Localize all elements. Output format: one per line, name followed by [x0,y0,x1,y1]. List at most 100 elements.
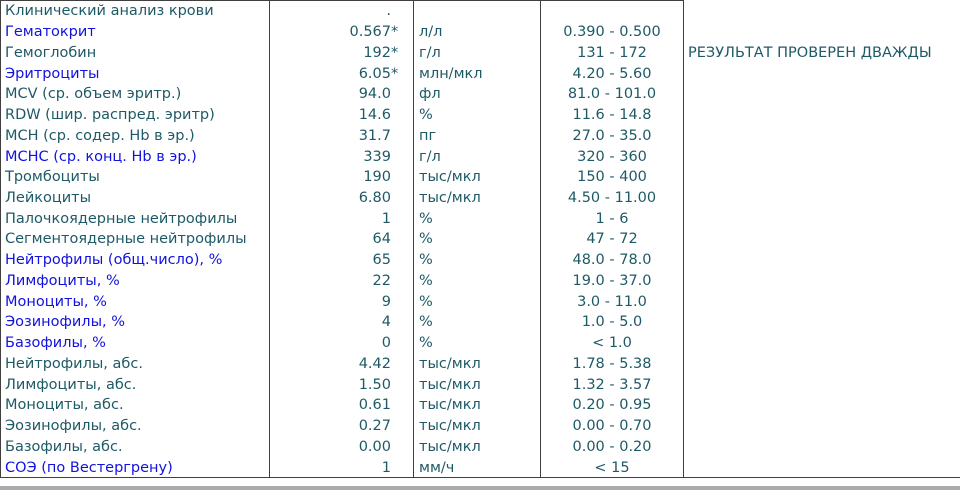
table-row[interactable]: Нейтрофилы, абс. 4.42 тыс/мкл 1.78 - 5.3… [1,353,683,375]
table-row[interactable]: Моноциты, % 9 % 3.0 - 11.0 [1,291,683,313]
test-name-label: Моноциты, абс. [5,397,124,414]
test-unit-cell: % [413,270,541,292]
test-name-cell: Эозинофилы, % [1,312,270,333]
test-unit-cell: % [413,104,541,126]
test-unit-cell: % [413,208,541,230]
out-of-range-flag: * [391,24,399,41]
test-unit-cell: тыс/мкл [413,187,541,209]
test-value-cell: 0.567 * [270,22,413,43]
test-name-cell: Нейтрофилы, абс. [1,353,270,375]
table-row[interactable]: Базофилы, абс. 0.00 тыс/мкл 0.00 - 0.20 [1,436,683,458]
comment-column: РЕЗУЛЬТАТ ПРОВЕРЕН ДВАЖДЫ [684,0,960,478]
table-row[interactable]: Гемоглобин 192 * г/л 131 - 172 [1,42,683,64]
test-name-cell: Моноциты, % [1,291,270,313]
results-grid: Клинический анализ крови . Гематокрит 0.… [0,0,684,478]
test-unit-cell: % [413,249,541,271]
table-row[interactable]: Палочкоядерные нейтрофилы 1 % 1 - 6 [1,208,683,230]
test-name-cell: Сегментоядерные нейтрофилы [1,229,270,250]
test-name-cell: Клинический анализ крови [1,1,270,22]
test-name-label: Базофилы, абс. [5,438,123,455]
test-value: 9 [381,293,391,310]
table-row[interactable]: Клинический анализ крови . [1,1,683,22]
reference-range-cell: 1.0 - 5.0 [581,314,643,331]
test-unit-cell: тыс/мкл [413,353,541,375]
reference-range-cell: 47 - 72 [586,231,638,248]
table-row[interactable]: MCH (ср. содер. Hb в эр.) 31.7 пг 27.0 -… [1,125,683,147]
test-unit-cell: тыс/мкл [413,166,541,188]
test-value-cell: 0.00 [270,436,413,457]
test-name-cell: Базофилы, абс. [1,436,270,458]
table-row[interactable]: Гематокрит 0.567 * л/л 0.390 - 0.500 [1,21,683,43]
test-value-cell: 65 [270,250,413,271]
table-row[interactable]: Лейкоциты 6.80 тыс/мкл 4.50 - 11.00 [1,187,683,209]
test-name-cell: Гемоглобин [1,42,270,64]
test-value: 1.50 [358,376,391,393]
test-value-cell: 14.6 [270,105,413,126]
test-name-label: Гематокрит [5,24,96,41]
test-value: 6.05 [358,65,391,82]
table-row[interactable]: СОЭ (по Вестергрену) 1 мм/ч < 15 [1,457,683,478]
reference-range-cell [541,1,683,22]
test-value: . [386,3,391,20]
test-unit-cell [413,1,541,22]
test-unit-cell: г/л [413,42,541,64]
reference-range-cell: 0.00 - 0.70 [572,418,652,435]
test-name-label: Базофилы, % [5,335,106,352]
table-row[interactable]: Лимфоциты, % 22 % 19.0 - 37.0 [1,270,683,292]
table-row[interactable]: Базофилы, % 0 % < 1.0 [1,332,683,354]
reference-range-cell: 0.00 - 0.20 [572,438,652,455]
reference-range-cell: 4.50 - 11.00 [567,189,657,206]
table-row[interactable]: Нейтрофилы (общ.число), % 65 % 48.0 - 78… [1,249,683,271]
test-value-cell: 1 [270,457,413,478]
test-name-cell: MCHC (ср. конц. Hb в эр.) [1,146,270,167]
test-unit-cell: г/л [413,146,541,167]
test-unit-cell: % [413,291,541,313]
test-value: 0.27 [358,418,391,435]
test-name-label: СОЭ (по Вестергрену) [5,459,173,476]
test-name-cell: Тромбоциты [1,166,270,188]
test-value-cell: 192 * [270,42,413,63]
reference-range-cell: 27.0 - 35.0 [572,127,652,144]
test-name-cell: Базофилы, % [1,332,270,354]
test-unit-cell: % [413,312,541,333]
table-row[interactable]: Эозинофилы, % 4 % 1.0 - 5.0 [1,312,683,333]
test-unit-cell: л/л [413,21,541,43]
table-row[interactable]: MCHC (ср. конц. Hb в эр.) 339 г/л 320 - … [1,146,683,167]
test-unit-cell: тыс/мкл [413,436,541,458]
test-name-cell: MCV (ср. объем эритр.) [1,83,270,105]
test-name-cell: MCH (ср. содер. Hb в эр.) [1,125,270,147]
test-unit-cell: % [413,229,541,250]
reference-range-cell: 150 - 400 [577,169,647,186]
test-name-label: Клинический анализ крови [5,3,214,20]
table-row[interactable]: Тромбоциты 190 тыс/мкл 150 - 400 [1,166,683,188]
test-name-cell: Лимфоциты, абс. [1,374,270,395]
reference-range-cell: 1.32 - 3.57 [572,376,652,393]
table-row[interactable]: RDW (шир. распред. эритр) 14.6 % 11.6 - … [1,104,683,126]
test-name-label: Лейкоциты [5,189,92,206]
reference-range-cell: 3.0 - 11.0 [577,293,647,310]
test-value-cell: 1.50 [270,374,413,395]
test-value: 192 [363,44,391,61]
test-name-label: Лимфоциты, % [5,272,120,289]
test-name-label: Сегментоядерные нейтрофилы [5,231,247,248]
test-name-cell: Нейтрофилы (общ.число), % [1,249,270,271]
test-name-cell: Лейкоциты [1,187,270,209]
test-value: 1 [381,459,391,476]
table-row[interactable]: Лимфоциты, абс. 1.50 тыс/мкл 1.32 - 3.57 [1,374,683,395]
table-row[interactable]: Эозинофилы, абс. 0.27 тыс/мкл 0.00 - 0.7… [1,415,683,437]
reference-range-cell: < 15 [594,459,630,476]
reference-range-cell: 48.0 - 78.0 [572,252,652,269]
table-row[interactable]: Эритроциты 6.05 * млн/мкл 4.20 - 5.60 [1,63,683,84]
test-value: 190 [363,169,391,186]
table-row[interactable]: MCV (ср. объем эритр.) 94.0 фл 81.0 - 10… [1,83,683,105]
table-row[interactable]: Моноциты, абс. 0.61 тыс/мкл 0.20 - 0.95 [1,394,683,416]
bottom-edge-strip [0,486,960,490]
reference-range-cell: 19.0 - 37.0 [572,272,652,289]
reference-range-cell: 320 - 360 [577,148,647,165]
test-value-cell: 31.7 [270,125,413,146]
test-name-cell: СОЭ (по Вестергрену) [1,457,270,478]
test-value-cell: 190 [270,167,413,188]
test-name-cell: Гематокрит [1,21,270,43]
table-row[interactable]: Сегментоядерные нейтрофилы 64 % 47 - 72 [1,229,683,250]
test-name-label: Нейтрофилы (общ.число), % [5,252,223,269]
